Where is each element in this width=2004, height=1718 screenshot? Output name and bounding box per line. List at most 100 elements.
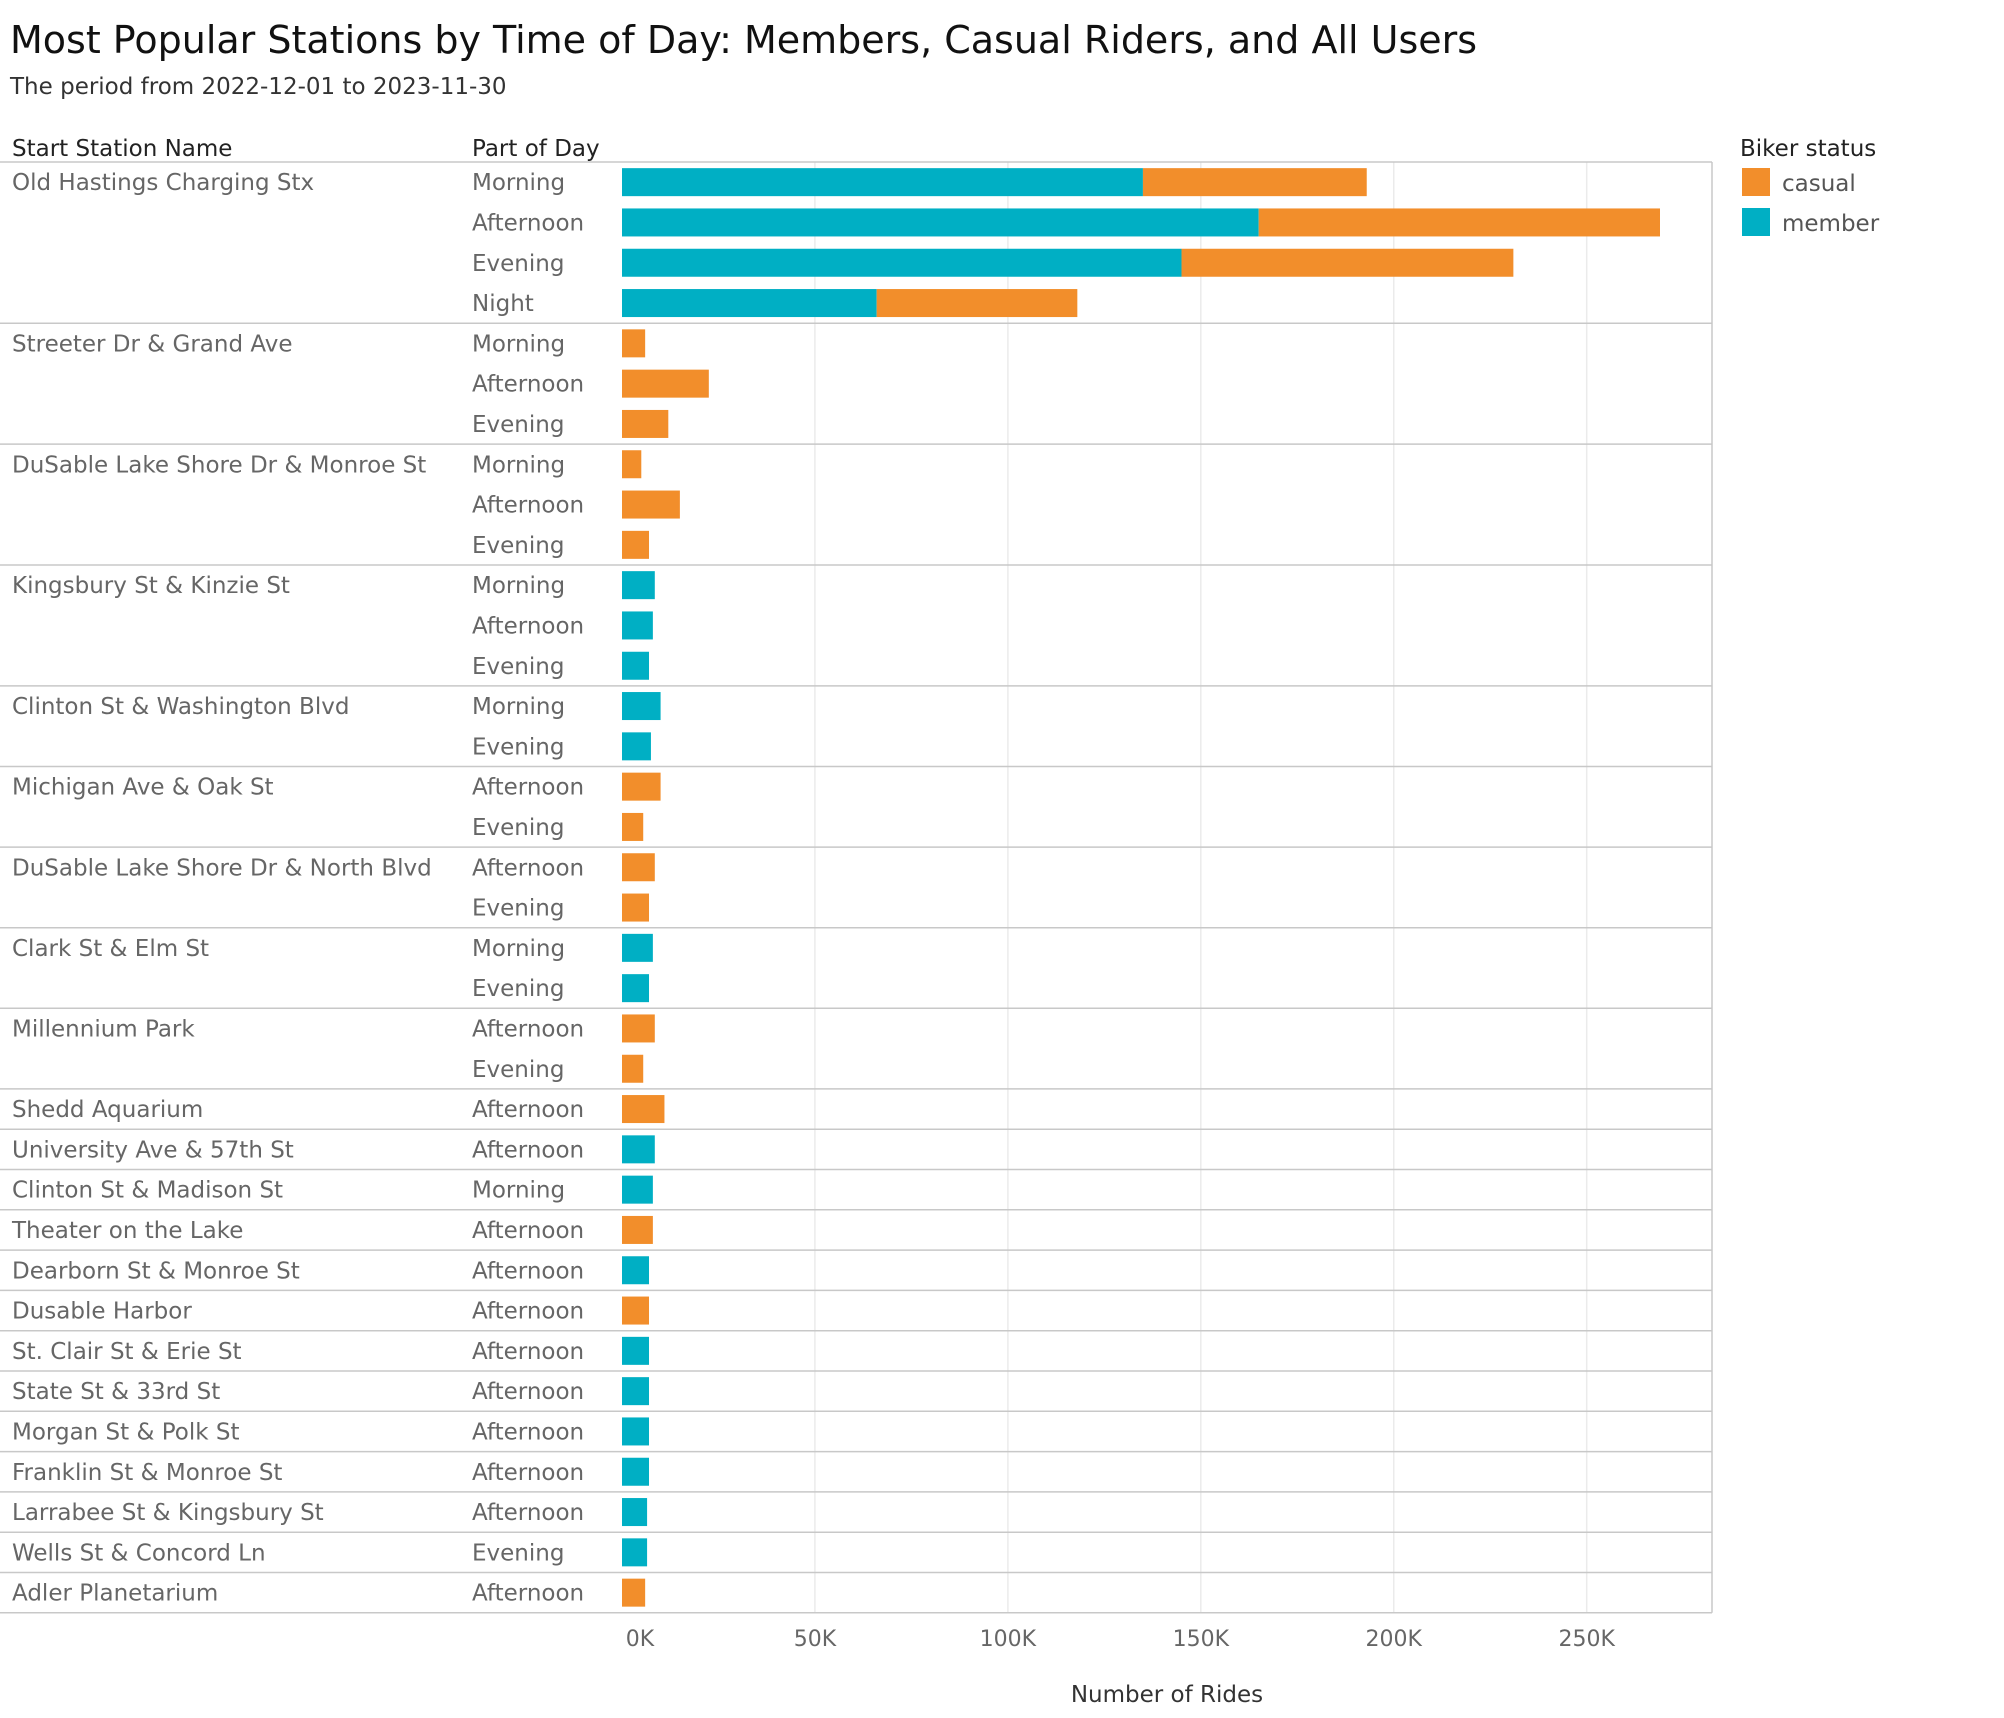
x-tick-label: 100K [980,1627,1037,1652]
station-label: Michigan Ave & Oak St [12,775,274,801]
legend-label-member: member [1782,211,1880,237]
part-of-day-label: Afternoon [472,775,584,801]
bar-member [622,1175,653,1204]
station-label: Theater on the Lake [11,1218,243,1244]
part-of-day-label: Afternoon [472,1419,584,1445]
part-of-day-label: Evening [472,412,564,438]
station-label: Dearborn St & Monroe St [12,1258,300,1284]
bar-casual [622,1014,655,1043]
bar-member [622,1256,650,1285]
station-label: Kingsbury St & Kinzie St [12,573,290,599]
part-of-day-label: Morning [472,694,565,720]
bar-member [622,974,650,1003]
x-tick-label: 50K [794,1627,837,1652]
part-of-day-label: Evening [472,976,564,1002]
bar-member [622,933,653,962]
station-label: State St & 33rd St [12,1379,220,1405]
legend-label-casual: casual [1782,171,1856,197]
station-label: DuSable Lake Shore Dr & North Blvd [12,855,432,881]
station-label: Old Hastings Charging Stx [12,170,314,196]
station-label: Shedd Aquarium [12,1097,203,1123]
part-of-day-label: Evening [472,896,564,922]
bar-casual [1181,248,1514,277]
legend-swatch-member [1742,208,1770,236]
bar-casual [622,772,661,801]
part-of-day-label: Afternoon [472,1379,584,1405]
bar-member [622,1457,650,1486]
part-of-day-label: Evening [472,654,564,680]
part-of-day-label: Afternoon [472,1258,584,1284]
bar-casual [1142,168,1367,197]
station-label: Clinton St & Washington Blvd [12,694,349,720]
station-label: Millennium Park [12,1016,195,1042]
x-tick-label: 250K [1558,1627,1615,1652]
part-of-day-label: Afternoon [472,210,584,236]
part-of-day-label: Morning [472,1178,565,1204]
bar-casual [622,530,650,559]
bar-member [622,611,653,640]
station-label: Clark St & Elm St [12,936,209,962]
bar-member [622,1135,655,1164]
station-label: Adler Planetarium [12,1581,218,1607]
part-of-day-label: Afternoon [472,1581,584,1607]
part-of-day-label: Evening [472,251,564,277]
part-of-day-label: Night [472,291,534,317]
part-of-day-label: Morning [472,331,565,357]
part-of-day-label: Morning [472,452,565,478]
bar-casual [622,853,655,882]
station-label: Morgan St & Polk St [12,1419,239,1445]
legend-title: Biker status [1740,136,1876,162]
bar-casual [622,1296,650,1325]
bar-casual [622,450,642,479]
part-of-day-label: Afternoon [472,613,584,639]
station-label: Larrabee St & Kingsbury St [12,1500,324,1526]
station-label: Wells St & Concord Ln [12,1540,266,1566]
legend: Biker status casual member [1740,136,1880,237]
chart-subtitle: The period from 2022-12-01 to 2023-11-30 [10,74,507,100]
header-start-station-name: Start Station Name [12,136,232,162]
bars [622,168,1660,1607]
part-of-day-label: Afternoon [472,855,584,881]
part-of-day-label: Morning [472,170,565,196]
bar-member [622,732,651,761]
station-label: DuSable Lake Shore Dr & Monroe St [12,452,426,478]
station-label: Streeter Dr & Grand Ave [12,331,293,357]
bar-member [622,289,877,318]
part-of-day-label: Afternoon [472,493,584,519]
station-label: Franklin St & Monroe St [12,1460,282,1486]
bar-casual [622,1054,644,1083]
part-of-day-label: Morning [472,573,565,599]
part-of-day-label: Afternoon [472,1137,584,1163]
bar-casual [1258,208,1660,237]
bar-member [622,1417,650,1446]
bar-member [622,1377,650,1406]
header-part-of-day: Part of Day [472,136,600,162]
x-tick-label: 200K [1366,1627,1423,1652]
x-axis: 0K 50K 100K 150K 200K 250K Number of Rides [626,1627,1616,1708]
bar-casual [622,369,709,398]
row-labels: Start Station Name Part of Day Old Hasting… [11,136,600,1607]
part-of-day-label: Evening [472,1540,564,1566]
bar-member [622,692,661,721]
station-label: Dusable Harbor [12,1299,192,1325]
part-of-day-label: Afternoon [472,1016,584,1042]
part-of-day-label: Afternoon [472,372,584,398]
chart-title: Most Popular Stations by Time of Day: Me… [10,18,1478,62]
bar-casual [622,1578,646,1607]
bar-casual [622,409,669,438]
part-of-day-label: Afternoon [472,1097,584,1123]
x-axis-title: Number of Rides [1071,1682,1263,1708]
legend-swatch-casual [1742,168,1770,196]
station-label: Clinton St & Madison St [12,1178,283,1204]
x-tick-label: 150K [1173,1627,1230,1652]
bar-member [622,1538,648,1567]
part-of-day-label: Afternoon [472,1299,584,1325]
bar-member [622,571,655,600]
gridlines [0,161,1713,1614]
bar-member [622,208,1259,237]
part-of-day-label: Afternoon [472,1460,584,1486]
bar-casual [622,812,644,841]
part-of-day-label: Evening [472,533,564,559]
part-of-day-label: Afternoon [472,1339,584,1365]
